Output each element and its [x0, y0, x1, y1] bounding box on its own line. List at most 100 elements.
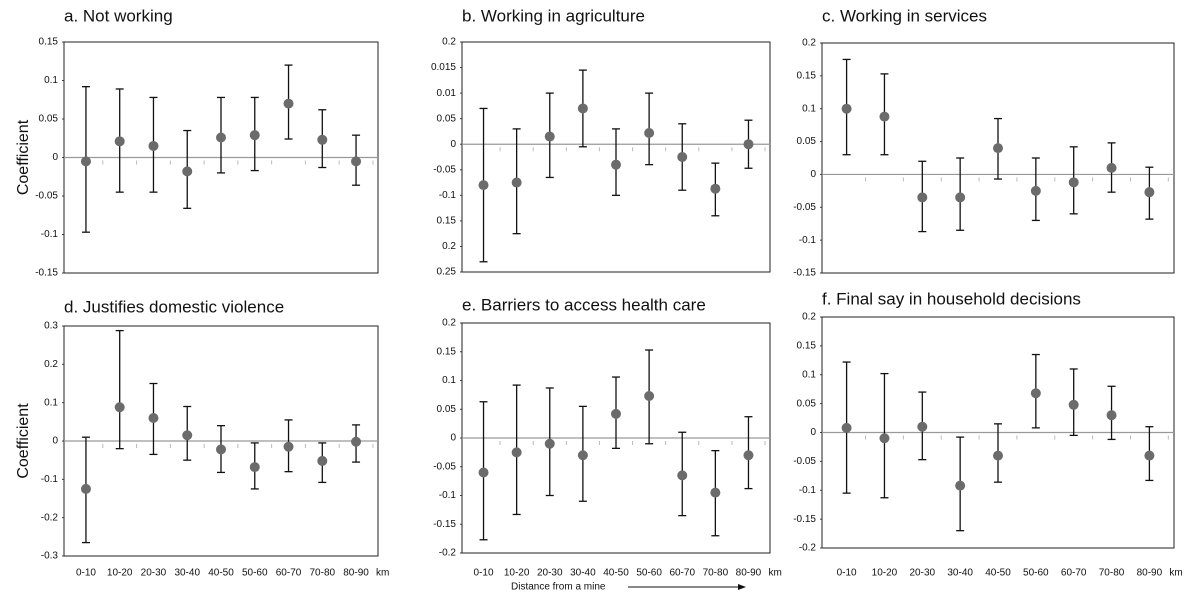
y-tick-label: 0.15: [437, 216, 457, 227]
point: [511, 177, 522, 188]
plot-frame: [821, 42, 1175, 274]
x-tick-label: 0-10: [837, 568, 857, 579]
point: [182, 166, 193, 177]
point: [841, 422, 852, 433]
x-axis-label: Distance from a mine: [511, 582, 606, 592]
x-tick-label: 0-10: [76, 568, 96, 579]
point: [317, 134, 328, 145]
x-tick-label: 10-20: [504, 568, 530, 579]
y-tick-label: -0.3: [41, 551, 59, 562]
y-tick-label: 0.15: [797, 70, 817, 81]
y-tick-label: -0.2: [41, 512, 59, 523]
point: [182, 430, 193, 441]
point: [80, 483, 91, 494]
panel-title: f. Final say in household decisions: [822, 289, 1081, 308]
y-tick-label: 0.05: [39, 114, 59, 125]
y-tick-label: 0.1: [44, 397, 58, 408]
point: [1068, 399, 1079, 410]
x-tick-label: 20-30: [910, 568, 936, 579]
x-tick-label: 70-80: [703, 568, 729, 579]
point: [544, 438, 555, 449]
y-tick-label: 0: [810, 169, 816, 180]
point: [917, 421, 928, 432]
x-unit: km: [376, 568, 389, 579]
y-tick-label: 0.15: [39, 37, 59, 48]
y-tick-label: -0.15: [433, 519, 456, 530]
x-tick-label: 50-60: [242, 568, 268, 579]
x-tick-label: 30-40: [570, 568, 596, 579]
y-tick-label: 0.01: [437, 88, 457, 99]
y-tick-label: -0.1: [799, 235, 817, 246]
x-tick-label: 0-10: [474, 568, 494, 579]
y-tick-label: -0.05: [433, 461, 456, 472]
x-tick-label: 60-70: [1061, 568, 1087, 579]
point: [216, 444, 226, 455]
point: [677, 152, 688, 162]
point: [955, 480, 966, 491]
panel-title: d. Justifies domestic violence: [64, 297, 284, 316]
point: [114, 402, 125, 413]
point: [917, 192, 928, 203]
point: [955, 192, 966, 203]
y-tick-label: 0: [450, 139, 456, 150]
point: [611, 408, 621, 419]
y-tick-label: 0.05: [797, 136, 817, 147]
point: [1144, 187, 1155, 198]
y-tick-label: -0.05: [793, 456, 816, 467]
y-tick-label: -0.15: [35, 268, 58, 279]
point: [1068, 177, 1079, 188]
point: [114, 136, 125, 147]
y-axis-label: Coefficient: [15, 119, 32, 195]
point: [644, 391, 655, 402]
y-tick-label: 0.05: [797, 398, 817, 409]
panel-title: b. Working in agriculture: [462, 6, 645, 25]
point: [577, 450, 588, 461]
point: [743, 450, 754, 461]
point: [1106, 410, 1117, 421]
point: [148, 413, 159, 423]
y-axis-label: Coefficient: [15, 403, 32, 479]
x-tick-label: 60-70: [669, 568, 695, 579]
x-tick-label: 80-90: [1137, 568, 1163, 579]
point: [710, 183, 721, 194]
x-tick-label: 70-80: [1099, 568, 1125, 579]
y-tick-label: 0: [52, 152, 58, 163]
point: [879, 433, 890, 444]
point: [611, 159, 621, 170]
point: [644, 127, 655, 138]
x-unit: km: [1169, 568, 1182, 579]
arrow-head: [738, 584, 746, 590]
point: [351, 436, 362, 447]
point: [1030, 185, 1041, 196]
point: [148, 140, 159, 151]
point: [577, 103, 588, 114]
y-tick-label: -0.1: [439, 490, 457, 501]
y-tick-label: 0.1: [802, 369, 816, 380]
y-tick-label: -0.1: [41, 229, 59, 240]
y-tick-label: 0.2: [442, 318, 456, 329]
point: [511, 447, 522, 458]
x-tick-label: 70-80: [310, 568, 336, 579]
x-tick-label: 40-50: [985, 568, 1011, 579]
point: [1030, 388, 1041, 399]
point: [1106, 162, 1117, 173]
x-tick-label: 10-20: [872, 568, 898, 579]
x-tick-label: 20-30: [537, 568, 563, 579]
point: [993, 450, 1003, 461]
point: [1144, 450, 1155, 461]
point: [216, 132, 226, 143]
x-tick-label: 80-90: [343, 568, 369, 579]
point: [478, 180, 489, 191]
panel-title: c. Working in services: [822, 6, 987, 25]
y-tick-label: -0.2: [799, 543, 817, 554]
y-tick-label: 0.1: [442, 375, 456, 386]
point: [993, 143, 1003, 154]
point: [249, 130, 260, 141]
y-tick-label: -0.1: [439, 190, 457, 201]
point: [317, 455, 328, 466]
y-tick-label: -0.05: [433, 164, 456, 175]
y-tick-label: 0.2: [802, 312, 816, 323]
point: [249, 462, 260, 473]
x-tick-label: 40-50: [603, 568, 629, 579]
